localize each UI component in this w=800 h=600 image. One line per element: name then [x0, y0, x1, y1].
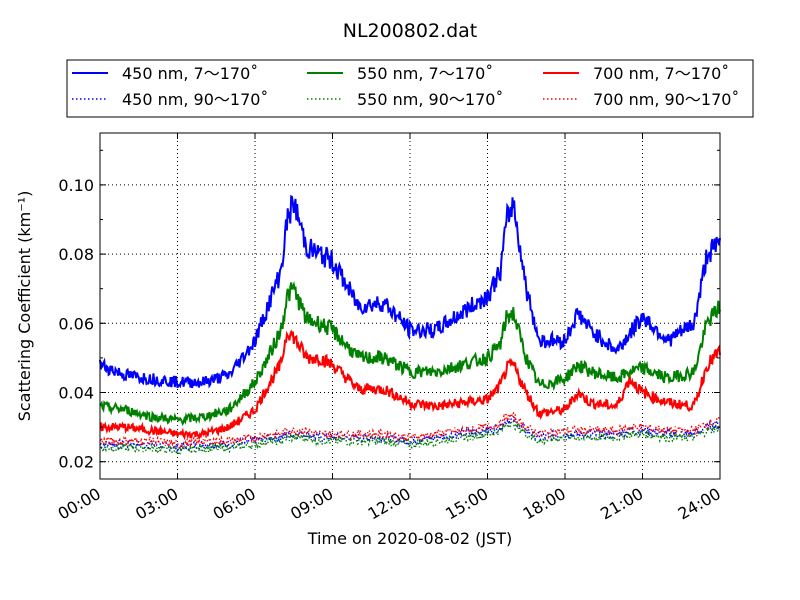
legend-label: 450 nm, 7～170˚ [122, 64, 258, 83]
x-tick-label: 18:00 [520, 484, 569, 524]
series-line [99, 419, 721, 458]
plot-area [99, 194, 721, 458]
y-tick-label: 0.08 [58, 245, 94, 264]
legend-box [66, 59, 754, 118]
ticks: 00:00 03:00 06:00 09:00 12:00 15:00 18:00 21:00… [55, 133, 724, 524]
legend-label: 450 nm, 90～170˚ [122, 90, 268, 109]
x-tick-label: 12:00 [365, 484, 414, 524]
x-tick-label: 06:00 [210, 484, 259, 524]
series-line [99, 281, 721, 427]
legend-label: 700 nm, 90～170˚ [593, 90, 739, 109]
legend: 450 nm, 7～170˚ 550 nm, 7～170˚ 700 nm, 7～17… [66, 59, 754, 118]
y-tick-label: 0.04 [58, 384, 94, 403]
series-line [99, 329, 721, 441]
x-tick-label: 03:00 [132, 484, 181, 524]
series-line [99, 194, 721, 389]
x-tick-label: 24:00 [675, 484, 724, 524]
legend-label: 550 nm, 7～170˚ [357, 64, 493, 83]
chart-title: NL200802.dat [343, 20, 478, 42]
legend-label: 700 nm, 7～170˚ [593, 64, 729, 83]
y-axis-label: Scattering Coefficient (km⁻¹) [15, 191, 34, 422]
y-tick-label: 0.02 [58, 453, 94, 472]
x-tick-label: 09:00 [287, 484, 336, 524]
x-tick-label: 15:00 [442, 484, 491, 524]
x-axis-label: Time on 2020-08-02 (JST) [307, 529, 512, 548]
x-tick-label: 21:00 [597, 484, 646, 524]
grid [100, 133, 720, 479]
series-line [99, 411, 721, 450]
y-tick-label: 0.10 [58, 176, 94, 195]
series-line [99, 415, 721, 454]
x-tick-label: 00:00 [55, 484, 104, 524]
y-tick-label: 0.06 [58, 314, 94, 333]
legend-label: 550 nm, 90～170˚ [357, 90, 503, 109]
